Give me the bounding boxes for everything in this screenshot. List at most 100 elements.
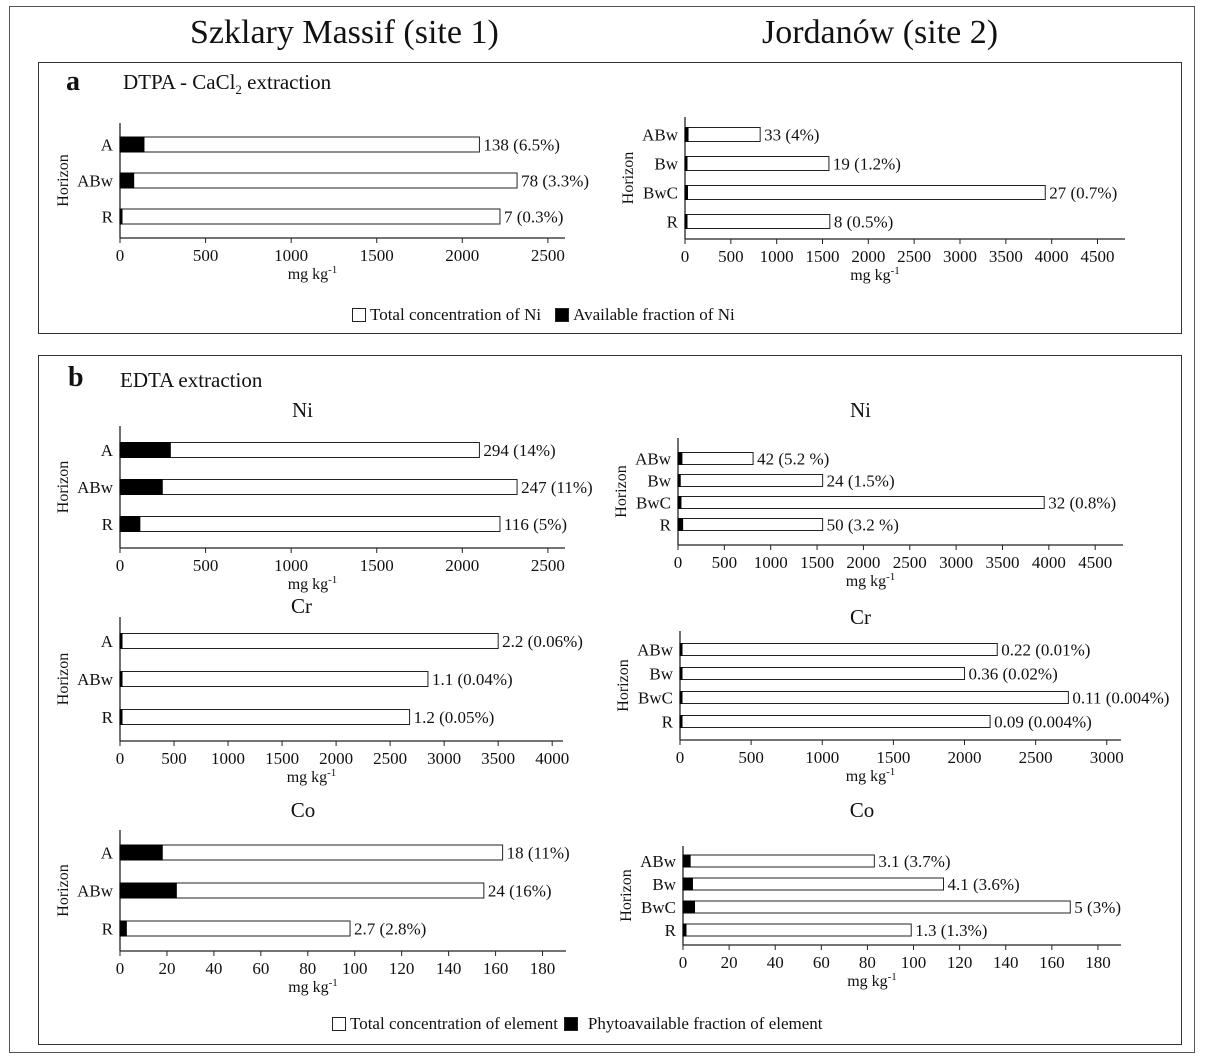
y-tick-label: BwC [641, 898, 676, 917]
panel-a-title-tail: extraction [241, 70, 332, 94]
chart-ni-site1: Ni Horizon 0 500 1000 1500 2000 2500 mg kg-1 A 294… [55, 398, 593, 593]
x-axis-label: mg kg-1 [850, 265, 900, 284]
bar-total [119, 479, 518, 495]
legend-total-label: Total concentration of element [350, 1014, 558, 1033]
bar-total [677, 452, 754, 465]
x-tick-label: 1000 [211, 749, 245, 768]
y-tick-label: ABw [77, 172, 114, 191]
bar-total [684, 185, 1046, 200]
data-label: 27 (0.7%) [1049, 184, 1117, 203]
x-tick-label: 2500 [531, 246, 565, 265]
x-axis-label-exponent: -1 [327, 767, 336, 779]
y-tick-label: ABw [635, 450, 672, 469]
legend-available-label: Phytoavailable fraction of element [587, 1014, 823, 1033]
chart-title: Ni [850, 398, 871, 422]
data-label: 33 (4%) [764, 126, 819, 145]
chart-cr-site2: Cr Horizon 0 500 1000 1500 2000 2500 3000 mg kg-1… [615, 605, 1169, 785]
y-tick-label: A [101, 632, 114, 651]
x-axis-label-unit: mg kg [850, 267, 890, 284]
bar-available [682, 854, 691, 868]
data-label: 116 (5%) [504, 515, 567, 534]
data-label: 247 (11%) [521, 478, 593, 497]
data-label: 7 (0.3%) [504, 208, 563, 227]
x-tick-label: 180 [530, 959, 556, 978]
x-axis-label: mg kg-1 [846, 766, 896, 785]
x-tick-label: 2500 [897, 247, 931, 266]
x-axis-label-exponent: -1 [888, 971, 897, 983]
x-tick-label: 60 [813, 953, 830, 972]
x-axis-label: mg kg-1 [846, 571, 896, 590]
x-axis-label-unit: mg kg [846, 573, 886, 590]
x-axis-label: mg kg-1 [288, 264, 338, 283]
data-label: 138 (6.5%) [483, 136, 559, 155]
x-tick-label: 0 [116, 556, 125, 575]
panel-b-box [38, 355, 1182, 1045]
y-axis-label: Horizon [55, 864, 72, 916]
x-tick-label: 120 [947, 953, 973, 972]
bar-total [677, 474, 824, 487]
x-tick-label: 4000 [1032, 553, 1066, 572]
x-tick-label: 80 [859, 953, 876, 972]
bar-available [119, 671, 123, 687]
bar-available [684, 214, 688, 229]
x-tick-label: 2000 [851, 247, 885, 266]
x-axis-label-exponent: -1 [886, 571, 895, 583]
chart-ni-site2: Ni Horizon 0 500 1000 1500 2000 2500 3000 3500 400… [613, 398, 1123, 590]
bar-available [677, 474, 681, 487]
panel-b-title: EDTA extraction [120, 368, 263, 392]
bar-available [677, 452, 683, 465]
bar-total [119, 172, 518, 189]
x-tick-label: 4500 [1078, 553, 1112, 572]
y-axis-label: Horizon [615, 659, 632, 711]
y-axis-label: Horizon [613, 465, 630, 517]
panel-a-title-sub: 2 [235, 82, 242, 98]
data-label: 24 (1.5%) [827, 472, 895, 491]
bar-total [119, 136, 480, 153]
x-tick-label: 2000 [445, 556, 479, 575]
bar-total [682, 854, 875, 868]
y-tick-label: BwC [636, 494, 671, 513]
x-tick-label: 60 [252, 959, 269, 978]
data-label: 19 (1.2%) [833, 155, 901, 174]
figure-frame [9, 6, 1195, 1053]
y-tick-label: ABw [77, 670, 114, 689]
x-tick-label: 2500 [893, 553, 927, 572]
x-tick-label: 0 [674, 553, 683, 572]
x-tick-label: 1000 [274, 246, 308, 265]
bar-total [119, 844, 504, 861]
x-tick-label: 2000 [846, 553, 880, 572]
x-tick-label: 20 [721, 953, 738, 972]
x-axis-label-exponent: -1 [886, 766, 895, 778]
data-label: 3.1 (3.7%) [878, 852, 950, 871]
x-tick-label: 1500 [360, 246, 394, 265]
x-tick-label: 0 [679, 953, 688, 972]
x-tick-label: 3500 [985, 553, 1019, 572]
y-tick-label: Bw [647, 472, 671, 491]
legend-available-swatch [563, 1017, 578, 1031]
chart-co-site2: Co Horizon 0 20 40 60 80 100 120 140 160 180 mg kg-1… [618, 798, 1121, 990]
chart-title: Co [850, 798, 875, 822]
x-tick-label: 3000 [943, 247, 977, 266]
y-tick-label: A [101, 136, 114, 155]
data-label: 18 (11%) [507, 844, 570, 863]
bar-available [119, 442, 171, 458]
bar-available [119, 479, 163, 495]
bar-available [679, 667, 683, 680]
data-label: 0.11 (0.004%) [1072, 689, 1169, 708]
x-tick-label: 1000 [805, 748, 839, 767]
bar-available [119, 920, 127, 937]
x-tick-label: 40 [205, 959, 222, 978]
data-label: 1.2 (0.05%) [414, 708, 495, 727]
chart-a-site1: Horizon 0 500 1000 1500 2000 2500 mg kg-1 A 138 (… [55, 123, 589, 283]
x-axis-label-unit: mg kg [846, 768, 886, 785]
bar-total [119, 208, 501, 225]
panel-a-title-main: DTPA - CaCl [123, 70, 236, 94]
y-tick-label: BwC [643, 184, 678, 203]
x-tick-label: 160 [483, 959, 509, 978]
bar-total [684, 127, 761, 142]
bar-total [679, 667, 966, 680]
x-tick-label: 500 [193, 246, 219, 265]
x-tick-label: 0 [676, 748, 685, 767]
x-tick-label: 1500 [360, 556, 394, 575]
y-axis-label: Horizon [55, 461, 72, 513]
